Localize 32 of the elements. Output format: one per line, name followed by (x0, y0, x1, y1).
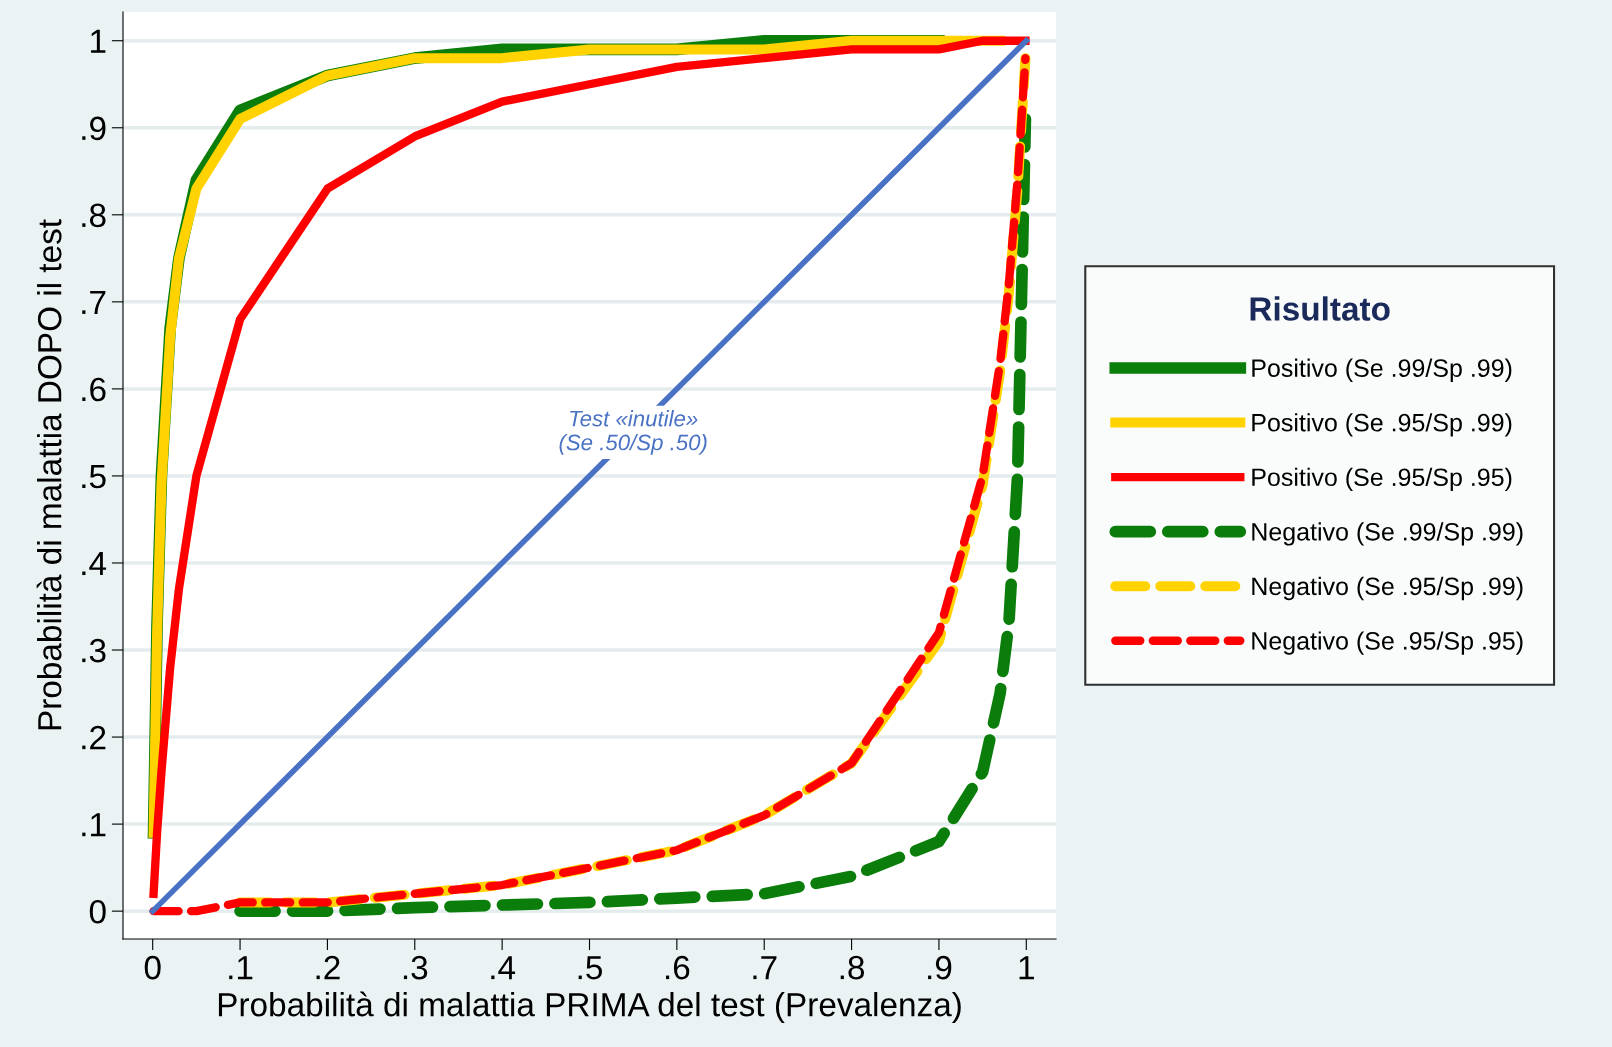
x-tick-label: .9 (928, 955, 952, 980)
legend-label: Negativo (Se .99/Sp .99) (1252, 522, 1523, 546)
y-tick-label: .2 (82, 725, 106, 750)
legend-label: Positivo (Se .99/Sp .99) (1252, 358, 1512, 382)
x-axis-title: Probabilità di malattia PRIMA del test (Prevalenza) (218, 991, 961, 1024)
legend-label: Positivo (Se .95/Sp .95) (1252, 467, 1512, 492)
y-tick-label: 0 (89, 899, 106, 924)
x-tick-label: .8 (840, 955, 865, 980)
y-tick-label: .7 (82, 291, 106, 314)
y-tick-label: .3 (82, 638, 106, 663)
y-tick-label: 1 (91, 29, 106, 53)
y-tick-label: .9 (82, 116, 106, 141)
x-tick-label: 0 (144, 955, 161, 980)
y-tick-label: .4 (82, 552, 107, 576)
annotation: Test «inutile» (Se .50/Sp .50) (559, 410, 707, 455)
legend-label: Negativo (Se .95/Sp .99) (1252, 576, 1523, 601)
x-tick-label: .6 (666, 955, 690, 980)
x-tick-label: .2 (316, 955, 340, 980)
y-tick-label: .5 (82, 465, 106, 489)
x-tick-label: .4 (491, 956, 516, 980)
legend-label: Positivo (Se .95/Sp .99) (1252, 413, 1512, 437)
y-axis-title: Probabilità di malattia DOPO il test (36, 219, 62, 730)
legend-label: Negativo (Se .95/Sp .95) (1252, 631, 1523, 655)
x-tick-label: .7 (753, 956, 777, 980)
y-tick-label: .6 (82, 377, 106, 402)
x-tick-label: .5 (578, 956, 602, 980)
y-tick-label: .1 (82, 813, 106, 837)
y-tick-label: .8 (82, 203, 106, 228)
legend-title: Risultato (1250, 296, 1390, 321)
x-tick-label: .1 (229, 956, 253, 980)
x-tick-label: 1 (1019, 956, 1034, 980)
x-tick-label: .3 (403, 955, 428, 980)
